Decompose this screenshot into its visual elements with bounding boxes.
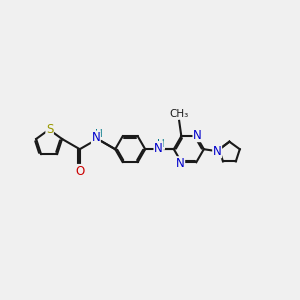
- Text: S: S: [46, 122, 53, 136]
- Text: N: N: [213, 145, 221, 158]
- Text: H: H: [95, 129, 103, 139]
- Text: N: N: [92, 131, 100, 144]
- Text: H: H: [157, 139, 164, 149]
- Text: N: N: [176, 157, 184, 170]
- Text: N: N: [193, 129, 202, 142]
- Text: CH₃: CH₃: [169, 109, 189, 119]
- Text: O: O: [75, 164, 84, 178]
- Text: N: N: [154, 142, 163, 154]
